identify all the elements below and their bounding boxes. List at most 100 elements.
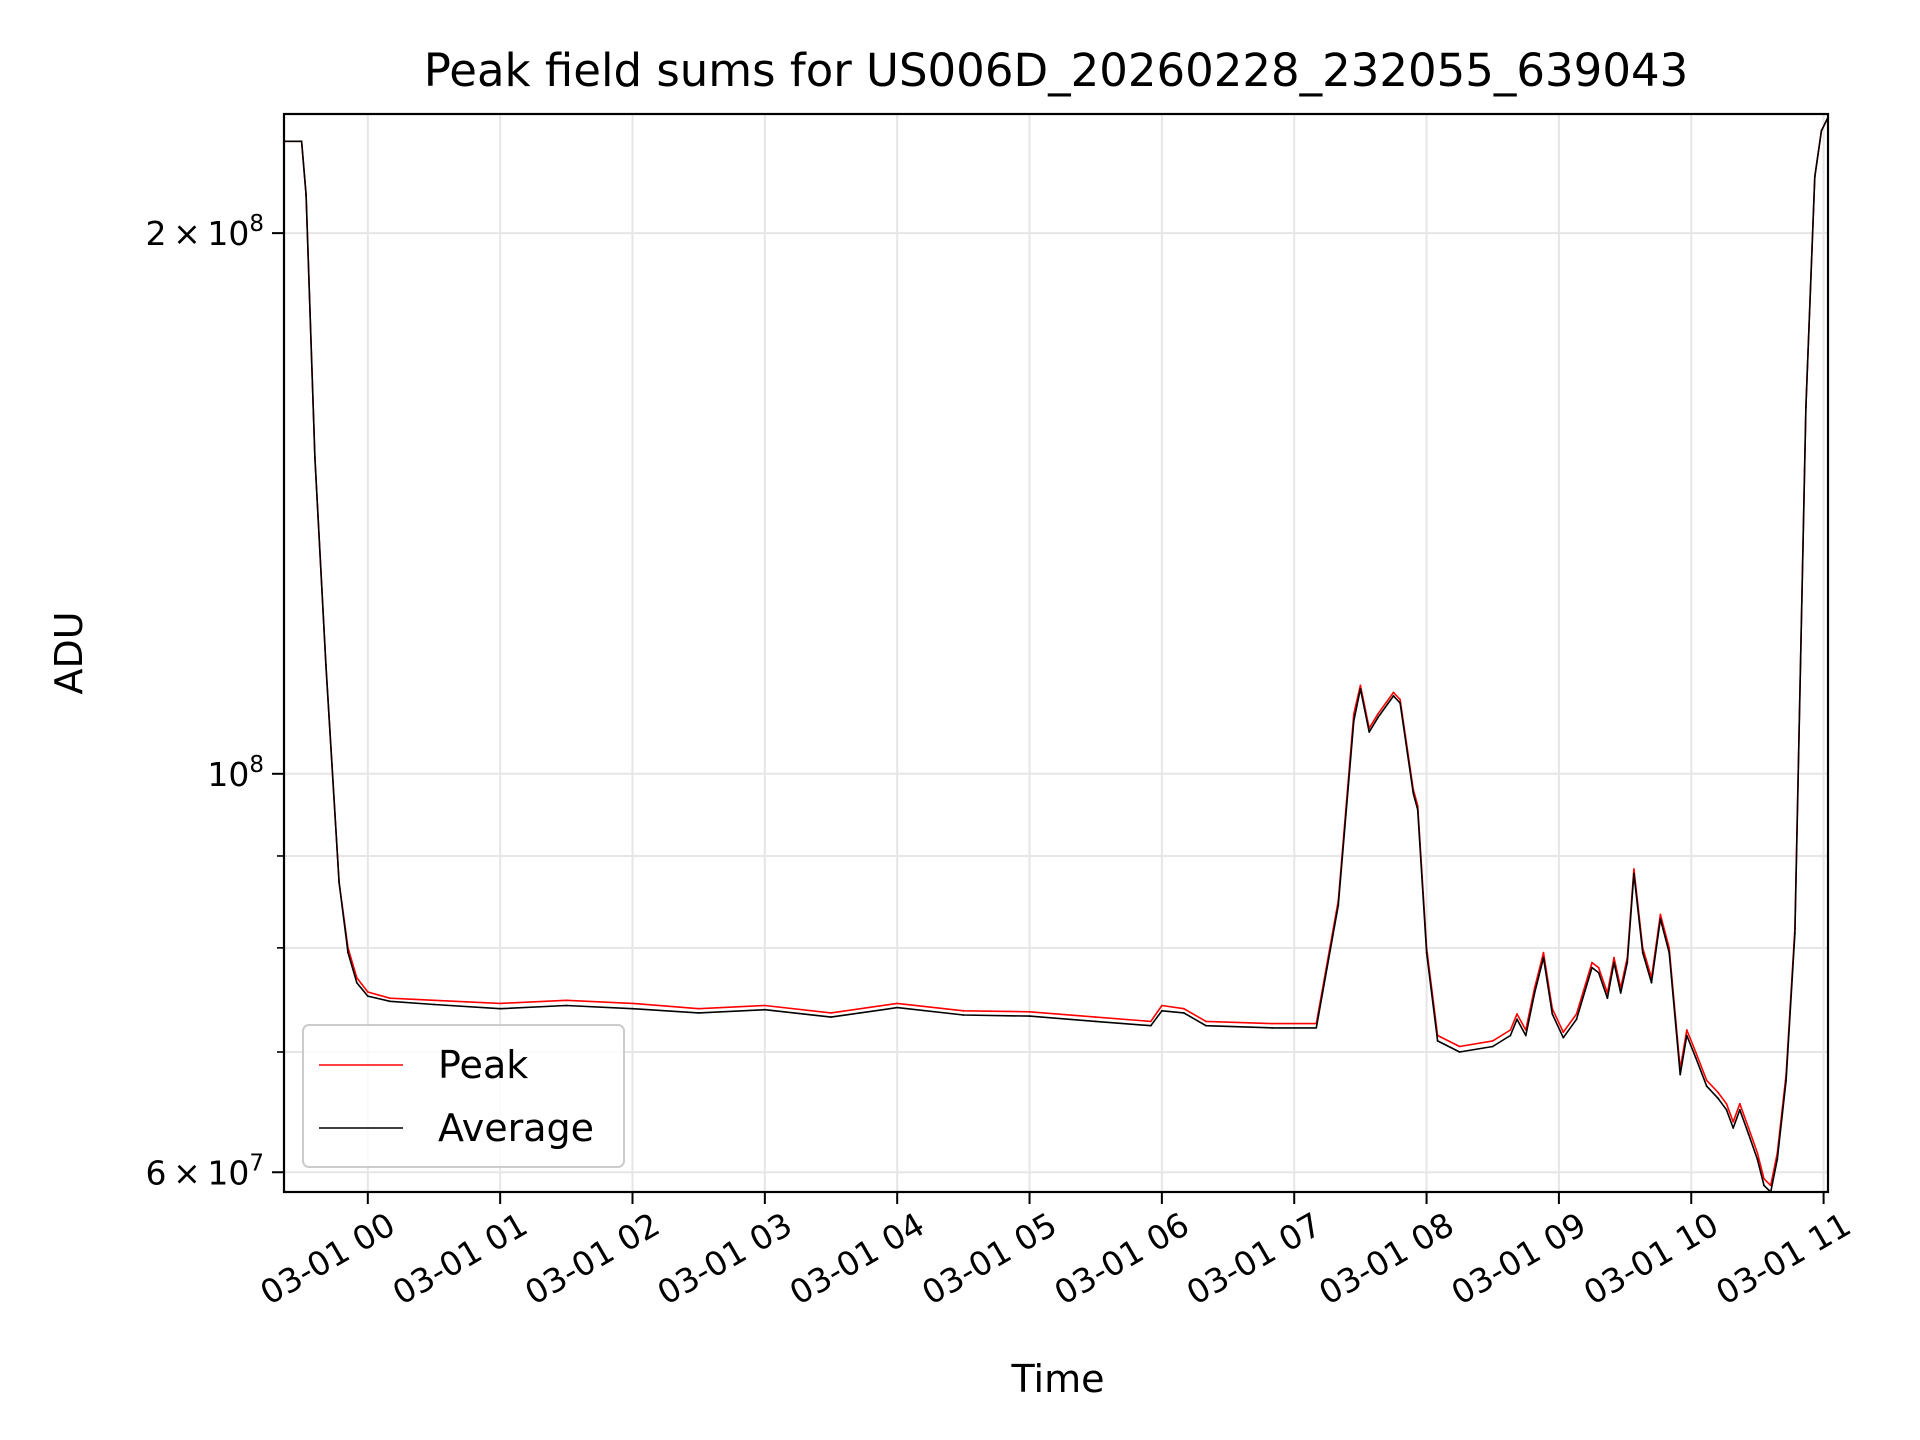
- data-point-average: [305, 194, 307, 197]
- data-point-peak: [1591, 961, 1593, 964]
- data-point-average: [325, 663, 327, 666]
- data-point-average: [355, 981, 358, 984]
- data-point-average: [565, 1004, 568, 1007]
- data-point-average: [763, 1008, 766, 1011]
- data-point-peak: [1161, 1004, 1163, 1007]
- data-point-peak: [499, 1002, 502, 1005]
- series-line-peak: [284, 117, 1829, 1187]
- data-point-peak: [1613, 956, 1615, 959]
- legend-label-peak: Peak: [438, 1043, 528, 1087]
- legend-label-average: Average: [438, 1106, 594, 1150]
- data-point-peak: [830, 1012, 832, 1014]
- data-point-average: [338, 881, 340, 884]
- data-point-peak: [1756, 1152, 1759, 1154]
- data-point-average: [1659, 918, 1662, 920]
- data-point-average: [1416, 808, 1419, 811]
- data-point-average: [1679, 1073, 1682, 1076]
- data-point-peak: [1352, 712, 1355, 715]
- data-point-peak: [1491, 1040, 1494, 1042]
- data-point-average: [697, 1012, 700, 1014]
- data-point-peak: [1738, 1102, 1741, 1105]
- data-point-average: [1491, 1045, 1494, 1048]
- data-point-peak: [1205, 1020, 1207, 1023]
- data-point-peak: [565, 999, 568, 1002]
- data-point-average: [1542, 956, 1545, 959]
- data-point-average: [1738, 1108, 1741, 1111]
- data-point-peak: [1763, 1177, 1765, 1180]
- data-point-average: [1820, 130, 1823, 132]
- data-point-average: [366, 995, 369, 997]
- data-point-peak: [1377, 712, 1379, 715]
- data-point-peak: [763, 1004, 766, 1007]
- plot-frame: [282, 112, 1830, 1194]
- data-point-average: [1524, 1034, 1527, 1037]
- data-point-average: [1562, 1036, 1565, 1039]
- data-point-average: [1650, 981, 1653, 984]
- data-point-peak: [389, 997, 391, 1000]
- data-point-average: [1205, 1024, 1207, 1027]
- data-point-average: [1756, 1158, 1759, 1161]
- data-point-peak: [962, 1009, 965, 1012]
- y-tick-label: 2 × 108: [146, 211, 264, 253]
- data-point-peak: [1392, 691, 1395, 694]
- data-point-peak: [1399, 698, 1401, 701]
- data-point-average: [1705, 1085, 1708, 1088]
- data-point-average: [1641, 951, 1644, 954]
- data-point-average: [1794, 932, 1796, 935]
- data-point-peak: [896, 1002, 899, 1005]
- data-point-peak: [1716, 1091, 1719, 1093]
- data-point-average: [1337, 904, 1340, 907]
- data-point-peak: [1183, 1007, 1185, 1010]
- data-point-average: [1094, 1020, 1097, 1023]
- data-point-average: [1813, 175, 1816, 178]
- x-axis-label: Time: [1011, 1357, 1105, 1401]
- data-point-peak: [1659, 913, 1662, 916]
- data-point-peak: [1732, 1121, 1735, 1123]
- data-point-average: [1516, 1018, 1518, 1021]
- data-point-average: [1315, 1027, 1318, 1029]
- data-point-peak: [1509, 1029, 1512, 1031]
- data-point-average: [1183, 1012, 1185, 1014]
- data-point-average: [499, 1007, 502, 1010]
- data-point-average: [1352, 720, 1355, 722]
- data-point-average: [1732, 1127, 1735, 1129]
- data-point-average: [1377, 716, 1379, 719]
- data-point-average: [389, 1000, 391, 1003]
- data-point-average: [1597, 971, 1600, 974]
- data-point-average: [1436, 1040, 1439, 1042]
- data-point-average: [962, 1014, 965, 1016]
- data-point-average: [1028, 1015, 1031, 1017]
- data-point-peak: [1271, 1022, 1274, 1025]
- data-point-average: [1359, 688, 1362, 690]
- data-point-peak: [1562, 1031, 1565, 1034]
- data-point-peak: [631, 1002, 634, 1005]
- data-point-average: [314, 456, 316, 459]
- data-point-average: [1533, 992, 1536, 994]
- data-point-peak: [433, 999, 435, 1002]
- data-point-average: [1399, 702, 1401, 704]
- y-axis-label: ADU: [47, 611, 91, 694]
- data-point-average: [1747, 1133, 1750, 1136]
- data-point-peak: [1705, 1079, 1708, 1082]
- data-point-peak: [1685, 1029, 1688, 1031]
- data-point-peak: [1028, 1010, 1031, 1013]
- data-point-average: [1161, 1009, 1163, 1012]
- data-point-peak: [1633, 868, 1635, 870]
- data-point-average: [433, 1003, 435, 1006]
- data-point-average: [1805, 406, 1807, 409]
- data-point-average: [1425, 951, 1428, 954]
- data-point-peak: [366, 991, 369, 993]
- data-point-average: [1368, 731, 1371, 733]
- data-point-peak: [1094, 1016, 1097, 1018]
- data-point-average: [1509, 1034, 1512, 1037]
- data-point-peak: [355, 976, 358, 979]
- data-point-average: [1716, 1097, 1719, 1099]
- data-point-peak: [1694, 1051, 1697, 1053]
- y-tick-label: 6 × 107: [146, 1150, 264, 1192]
- data-point-average: [300, 140, 303, 143]
- data-point-average: [1619, 992, 1622, 994]
- data-point-average: [1392, 695, 1395, 697]
- data-point-average: [1694, 1056, 1697, 1059]
